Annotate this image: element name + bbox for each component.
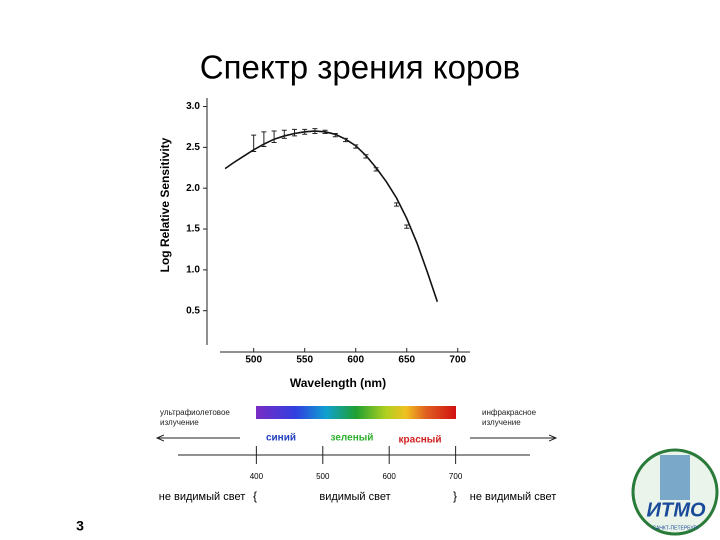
- spectrum-tick-label: 600: [383, 472, 397, 481]
- y-tick-label: 3.0: [186, 101, 200, 112]
- uv-label: ультрафиолетовое излучение: [160, 408, 230, 427]
- blue-label: синий: [266, 433, 296, 444]
- logo: ИТМО САНКТ-ПЕТЕРБУРГ: [631, 448, 719, 536]
- error-bar: [394, 202, 400, 207]
- invisible-left: не видимый свет: [159, 491, 245, 503]
- green-label: зеленый: [331, 433, 374, 444]
- ir-label: инфракрасное излучение: [482, 408, 537, 427]
- logo-city: САНКТ-ПЕТЕРБУРГ: [652, 525, 699, 531]
- spectrum-tick-label: 500: [316, 472, 330, 481]
- uv-box: ультрафиолетовое излучение: [160, 408, 230, 427]
- invisible-right: не видимый свет: [470, 491, 556, 503]
- error-bar: [261, 131, 267, 148]
- error-bar: [343, 137, 349, 143]
- slide-number: 3: [76, 518, 84, 534]
- y-tick-label: 0.5: [186, 305, 200, 316]
- error-bar: [291, 128, 297, 137]
- logo-name: ИТМО: [646, 499, 706, 521]
- spectrum-tick-label: 400: [250, 472, 264, 481]
- visible-label: видимый свет: [319, 491, 390, 503]
- logo-building: [660, 455, 690, 500]
- title: Спектр зрения коров: [200, 49, 520, 86]
- error-bar: [251, 134, 257, 152]
- spectrum-bar: [256, 406, 456, 419]
- error-bar: [281, 129, 287, 139]
- red-label: красный: [399, 435, 442, 446]
- error-bar: [373, 167, 379, 172]
- error-bar: [271, 130, 277, 143]
- error-bar: [302, 128, 308, 135]
- y-tick-label: 1.5: [186, 224, 200, 235]
- spectrum-tick-label: 700: [449, 472, 463, 481]
- y-tick-label: 2.0: [186, 183, 200, 194]
- y-tick-label: 1.0: [186, 265, 200, 276]
- error-bar: [332, 132, 338, 138]
- x-tick-label: 600: [347, 355, 364, 366]
- x-tick-label: 550: [296, 355, 313, 366]
- brace-left: {: [253, 489, 257, 503]
- brace-right: }: [453, 489, 457, 503]
- x-tick-label: 700: [449, 355, 466, 366]
- x-tick-label: 500: [245, 355, 262, 366]
- x-tick-label: 650: [398, 355, 415, 366]
- error-bar: [312, 128, 318, 134]
- y-axis-label: Log Relative Sensitivity: [158, 137, 172, 272]
- y-tick-label: 2.5: [186, 142, 200, 153]
- error-bar: [322, 129, 328, 134]
- x-axis-label: Wavelength (nm): [290, 376, 386, 390]
- error-bar: [353, 144, 359, 149]
- ir-box: инфракрасное излучение: [482, 408, 537, 427]
- error-bar: [363, 154, 369, 159]
- line: [224, 130, 439, 302]
- error-bar: [404, 224, 410, 229]
